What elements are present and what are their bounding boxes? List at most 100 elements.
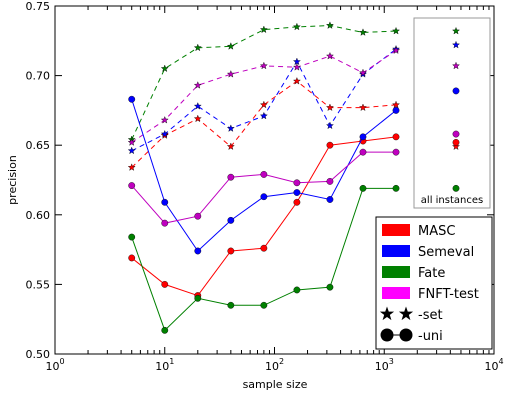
- star-marker-semeval-set: [259, 111, 268, 120]
- star-marker-fate-set: [259, 25, 268, 34]
- legend-swatch-fate: [382, 266, 410, 278]
- star-marker-fnft-test-set: [392, 46, 400, 54]
- circle-marker-masc-uni: [293, 198, 301, 206]
- star-marker-semeval-set: [226, 124, 235, 132]
- all-instances-circle-semeval-uni: [452, 87, 460, 95]
- circle-marker-fnft-test-uni: [293, 179, 301, 187]
- star-marker-masc-set: [392, 100, 400, 109]
- circle-marker-fate-uni: [326, 283, 334, 291]
- series-line-masc-set: [131, 80, 397, 168]
- plot-frame: [54, 5, 495, 355]
- all-instances-box: [413, 17, 491, 209]
- circle-marker-semeval-uni: [161, 198, 169, 206]
- y-axis-title: precision: [6, 155, 19, 205]
- star-marker-masc-set: [292, 76, 301, 85]
- circle-marker-fnft-test-uni: [392, 148, 400, 156]
- circle-marker-fnft-test-uni: [128, 182, 136, 189]
- circle-marker-fnft-test-uni: [161, 219, 169, 227]
- star-marker-masc-set: [193, 114, 202, 123]
- all-instances-circle-fate-uni: [452, 184, 460, 192]
- all-instances-label: all instances: [421, 195, 483, 206]
- star-marker-masc-set: [325, 103, 334, 111]
- star-marker-semeval-set: [193, 102, 202, 110]
- star-marker-fnft-test-set: [292, 63, 301, 71]
- star-marker-fate-set: [359, 28, 367, 36]
- star-marker-fate-set: [226, 42, 235, 50]
- star-marker-masc-set: [226, 142, 235, 150]
- circle-marker-fnft-test-uni: [359, 148, 367, 156]
- circle-marker-masc-uni: [227, 247, 235, 255]
- circle-marker-semeval-uni: [194, 247, 202, 255]
- circle-marker-semeval-uni: [359, 133, 367, 141]
- star-marker-fnft-test-set: [325, 51, 334, 60]
- circle-marker-semeval-uni: [128, 95, 136, 103]
- circle-marker-fnft-test-uni: [227, 173, 235, 181]
- star-marker-fate-set: [325, 21, 334, 29]
- star-marker-fnft-test-set: [359, 68, 367, 77]
- circle-marker-semeval-uni: [293, 189, 301, 196]
- circle-marker-semeval-uni: [326, 196, 334, 203]
- legend-label--uni: -uni: [418, 329, 443, 344]
- circle-marker-fnft-test-uni: [326, 177, 334, 185]
- legend-label-masc: MASC: [418, 224, 455, 239]
- legend-circle-marker: [399, 328, 413, 342]
- star-marker-masc-set: [259, 100, 268, 109]
- x-tick-label: 103: [375, 357, 394, 373]
- y-tick-label: 0.75: [26, 0, 51, 13]
- circle-marker-masc-uni: [260, 244, 268, 252]
- all-instances-star-fnft-test-set: [452, 61, 460, 70]
- x-tick-label: 104: [484, 357, 503, 373]
- legend-label-fate: Fate: [418, 266, 445, 281]
- legend-circle-marker: [380, 328, 394, 342]
- star-marker-fate-set: [193, 43, 202, 52]
- all-instances-circle-fnft-test-uni: [452, 130, 460, 138]
- star-marker-fate-set: [292, 22, 301, 31]
- star-marker-semeval-set: [127, 146, 136, 155]
- legend-swatch-fnft-test: [382, 287, 410, 299]
- series-line-fate-set: [131, 24, 397, 140]
- star-marker-fnft-test-set: [160, 115, 169, 124]
- star-marker-fnft-test-set: [259, 61, 268, 70]
- all-instances-star-fate-set: [452, 26, 460, 35]
- y-tick-label: 0.60: [26, 209, 51, 222]
- circle-marker-fate-uni: [194, 294, 202, 302]
- circle-marker-fate-uni: [227, 301, 235, 309]
- circle-marker-fnft-test-uni: [194, 212, 202, 220]
- y-tick-label: 0.65: [26, 139, 51, 152]
- circle-marker-semeval-uni: [392, 107, 400, 114]
- y-tick-label: 0.70: [26, 70, 51, 83]
- circle-marker-fate-uni: [260, 301, 268, 309]
- circle-marker-masc-uni: [128, 254, 136, 262]
- legend-swatch-semeval: [382, 245, 410, 257]
- x-tick-label: 101: [155, 357, 174, 373]
- x-tick-label: 102: [265, 357, 284, 373]
- circle-marker-fate-uni: [128, 233, 136, 241]
- all-instances-star-semeval-set: [452, 40, 460, 49]
- circle-marker-fnft-test-uni: [260, 171, 268, 178]
- star-marker-masc-set: [359, 103, 367, 111]
- star-marker-semeval-set: [160, 129, 169, 138]
- legend-star-marker: [379, 306, 395, 321]
- star-marker-masc-set: [127, 163, 136, 171]
- legend-swatch-masc: [382, 224, 410, 236]
- all-instances-star-masc-set: [452, 142, 460, 150]
- circle-marker-masc-uni: [326, 141, 334, 149]
- legend-label-fnft-test: FNFT-test: [418, 287, 479, 302]
- legend-label-semeval: Semeval: [418, 245, 474, 260]
- legend-label--set: -set: [418, 308, 443, 323]
- star-marker-fnft-test-set: [193, 81, 202, 89]
- circle-marker-fate-uni: [359, 184, 367, 192]
- circle-marker-masc-uni: [161, 280, 169, 288]
- star-marker-fnft-test-set: [226, 70, 235, 78]
- circle-marker-fate-uni: [293, 286, 301, 294]
- star-marker-semeval-set: [325, 121, 334, 130]
- circle-marker-fate-uni: [161, 326, 169, 334]
- legend-box: [375, 216, 493, 350]
- all-instances-circle-masc-uni: [452, 139, 460, 146]
- y-tick-label: 0.50: [26, 348, 51, 361]
- y-tick-label: 0.55: [26, 278, 51, 291]
- star-marker-fate-set: [160, 64, 169, 73]
- circle-marker-semeval-uni: [227, 216, 235, 224]
- circle-marker-fate-uni: [392, 184, 400, 192]
